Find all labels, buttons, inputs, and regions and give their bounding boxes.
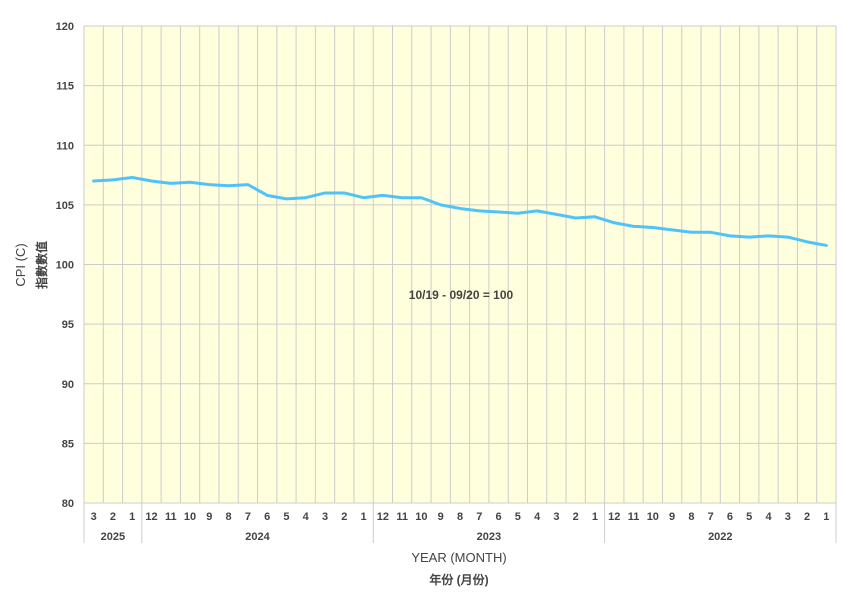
x-tick-label: 2 <box>341 511 347 523</box>
y-tick-label: 105 <box>56 200 74 212</box>
x-tick-label: 8 <box>226 511 232 523</box>
x-axis-year-ticks: 2025 2024 2023 2022 <box>83 503 837 543</box>
y-axis-title-cn: 指數數值 <box>34 241 49 289</box>
chart-annotation: 10/19 - 09/20 = 100 <box>409 288 514 302</box>
x-tick-label: 4 <box>534 511 541 523</box>
x-tick-label: 11 <box>165 511 177 523</box>
x-tick-label: 10 <box>415 511 427 523</box>
y-tick-label: 110 <box>56 140 74 152</box>
x-tick-label: 3 <box>785 511 791 523</box>
x-tick-label: 1 <box>361 511 367 523</box>
x-tick-label: 1 <box>129 511 135 523</box>
x-tick-label: 11 <box>396 511 408 523</box>
y-tick-label: 80 <box>62 498 74 510</box>
x-tick-label: 2 <box>573 511 579 523</box>
x-tick-label: 10 <box>184 511 196 523</box>
x-tick-label: 11 <box>628 511 640 523</box>
x-tick-label: 4 <box>765 511 772 523</box>
x-tick-label: 10 <box>647 511 659 523</box>
x-tick-label: 6 <box>496 511 502 523</box>
y-tick-label: 120 <box>56 21 74 33</box>
x-tick-label: 9 <box>438 511 444 523</box>
x-tick-label: 9 <box>206 511 212 523</box>
x-tick-label: 1 <box>592 511 598 523</box>
gridlines <box>83 25 837 504</box>
x-tick-label: 3 <box>91 511 97 523</box>
x-axis-title-cn: 年份 (月份) <box>429 572 488 587</box>
x-axis-month-ticks: 3 2 1 12 11 10 9 8 7 6 5 4 3 2 1 12 11 10 9 8 7 6 5 4 3 2 1 12 11 10 9… <box>91 511 830 523</box>
y-tick-label: 95 <box>62 319 74 331</box>
series-line-cpi <box>92 175 828 247</box>
x-tick-label: 3 <box>322 511 328 523</box>
x-year-label: 2024 <box>245 531 270 543</box>
x-tick-label: 2 <box>110 511 116 523</box>
x-tick-label: 8 <box>457 511 463 523</box>
y-tick-label: 90 <box>62 379 74 391</box>
x-tick-label: 4 <box>303 511 310 523</box>
x-tick-label: 6 <box>727 511 733 523</box>
y-axis-title: CPI (C) <box>13 243 28 286</box>
x-tick-label: 7 <box>245 511 251 523</box>
x-year-label: 2022 <box>708 531 732 543</box>
x-tick-label: 5 <box>746 511 752 523</box>
x-tick-label: 8 <box>688 511 694 523</box>
x-tick-label: 12 <box>377 511 389 523</box>
x-tick-label: 1 <box>823 511 829 523</box>
y-axis-ticks: 80 85 90 95 100 105 110 115 120 <box>56 21 74 510</box>
x-tick-label: 7 <box>476 511 482 523</box>
y-tick-label: 85 <box>62 438 74 450</box>
x-tick-label: 12 <box>608 511 620 523</box>
x-tick-label: 2 <box>804 511 810 523</box>
x-tick-label: 3 <box>553 511 559 523</box>
x-tick-label: 12 <box>145 511 157 523</box>
x-year-label: 2025 <box>101 531 125 543</box>
x-tick-label: 6 <box>264 511 270 523</box>
x-tick-label: 5 <box>283 511 289 523</box>
x-tick-label: 9 <box>669 511 675 523</box>
x-tick-label: 5 <box>515 511 521 523</box>
x-year-label: 2023 <box>477 531 501 543</box>
y-tick-label: 115 <box>56 81 74 93</box>
x-tick-label: 7 <box>708 511 714 523</box>
x-axis-title: YEAR (MONTH) <box>411 550 506 565</box>
y-tick-label: 100 <box>56 260 74 272</box>
